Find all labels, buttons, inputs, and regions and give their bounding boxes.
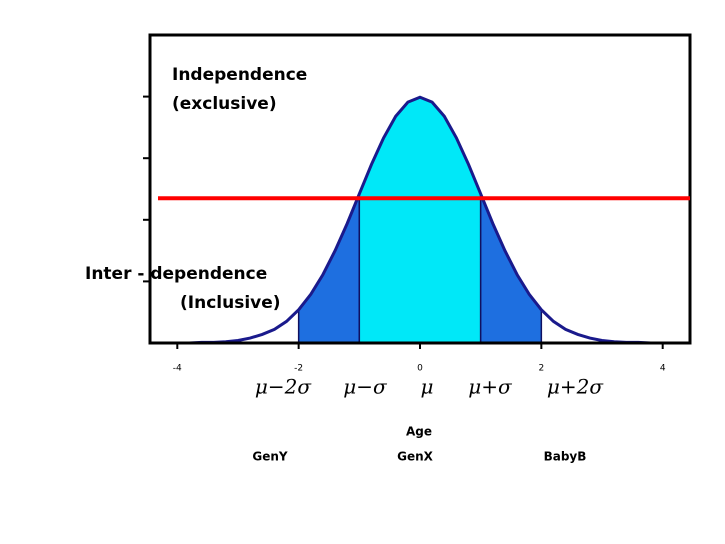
generation-label: GenX (397, 450, 434, 464)
x-tick-label: -2 (294, 364, 303, 374)
generation-label: BabyB (544, 450, 587, 464)
sigma-label: μ+2σ (547, 375, 604, 399)
sigma-label: μ (421, 375, 434, 399)
x-tick-label: -4 (173, 364, 182, 374)
annotation: (exclusive) (172, 94, 277, 114)
curve (153, 95, 687, 345)
x-tick-label: 2 (538, 364, 544, 374)
annotation: Inter - dependence (85, 264, 267, 284)
annotation: (Inclusive) (180, 293, 281, 313)
band (358, 96, 482, 344)
x-tick-label: 4 (660, 364, 666, 374)
sigma-label: μ+σ (468, 375, 513, 399)
annotation: Independence (172, 65, 307, 85)
sigma-label: μ−2σ (255, 375, 312, 399)
x-tick-label: 0 (417, 364, 423, 374)
generation-label: GenY (252, 450, 288, 464)
sigma-label: μ−σ (343, 375, 388, 399)
x-axis-label: Age (406, 425, 432, 439)
